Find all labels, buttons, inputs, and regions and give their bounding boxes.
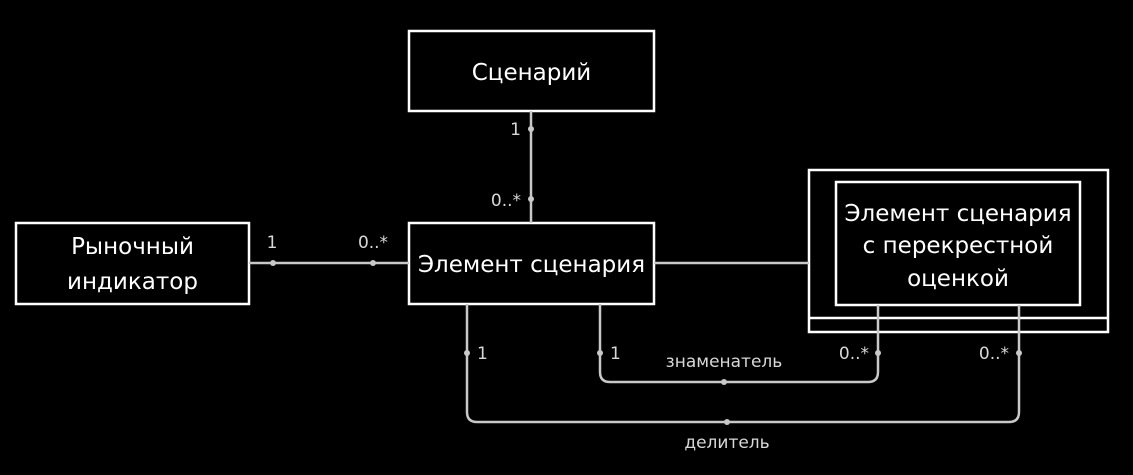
dot	[1016, 350, 1022, 356]
dot	[464, 350, 470, 356]
market-indicator-label-line2: индикатор	[67, 269, 198, 295]
dot	[370, 260, 376, 266]
mult-denominator-left: 1	[610, 344, 621, 364]
label-denominator: знаменатель	[666, 352, 783, 372]
cross-element-box[interactable]: Элемент сценария с перекрестной оценкой	[807, 168, 1110, 334]
connector-dots	[270, 126, 1022, 425]
scenario-box[interactable]: Сценарий	[407, 29, 656, 113]
mult-denominator-right: 0..*	[839, 344, 869, 364]
edge-denominator	[598, 304, 880, 384]
scenario-label: Сценарий	[472, 60, 592, 86]
dot	[875, 350, 881, 356]
dot	[528, 196, 534, 202]
market-indicator-label-line1: Рыночный	[71, 234, 194, 260]
mult-scenario-top: 1	[510, 120, 521, 140]
cross-element-label-line1: Элемент сценария	[844, 201, 1071, 227]
scenario-element-box[interactable]: Элемент сценария	[407, 221, 656, 306]
mult-divisor-right: 0..*	[979, 344, 1009, 364]
mult-scenario-bottom: 0..*	[491, 191, 521, 211]
dot	[270, 260, 276, 266]
mult-indicator-left: 1	[267, 233, 278, 253]
mult-divisor-left: 1	[477, 344, 488, 364]
dot	[528, 126, 534, 132]
market-indicator-box[interactable]: Рыночный индикатор	[14, 221, 251, 306]
edge-divisor	[465, 304, 1021, 424]
cross-element-label-line3: оценкой	[907, 266, 1009, 292]
cross-element-label-line2: с перекрестной	[863, 233, 1054, 259]
cross-element-inner-frame	[834, 180, 1082, 307]
dot	[724, 419, 730, 425]
mult-indicator-right: 0..*	[358, 233, 388, 253]
label-divisor: делитель	[684, 433, 769, 453]
dot	[721, 379, 727, 385]
scenario-element-label: Элемент сценария	[418, 252, 645, 278]
dot	[597, 350, 603, 356]
